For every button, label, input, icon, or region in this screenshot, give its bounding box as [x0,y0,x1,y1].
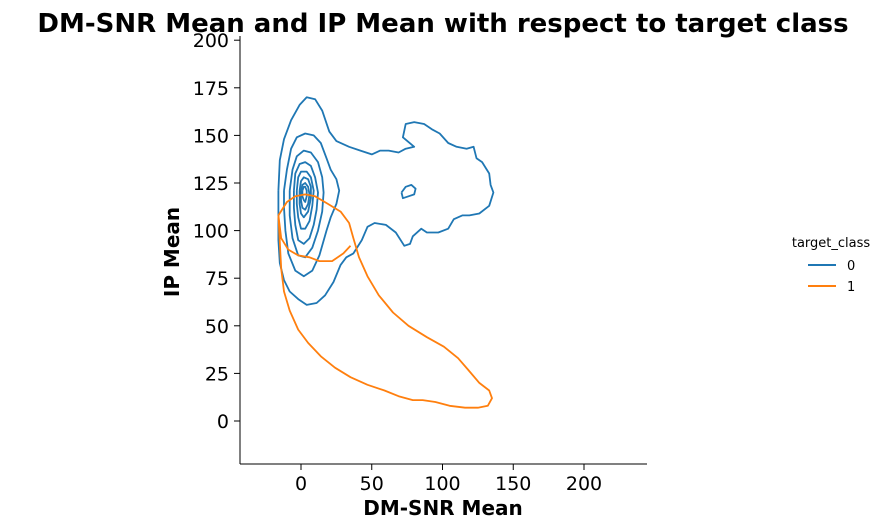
x-tick-label: 200 [566,473,602,495]
x-ticks: 0 50 100 150 200 [295,464,602,495]
contour-class-0-level-4 [295,170,315,230]
contour-class-0-level-2 [288,149,325,259]
legend-label-0: 0 [847,259,855,274]
y-tick-label: 25 [205,363,229,385]
contour-class-1-level-0 [277,193,493,409]
x-tick-label: 50 [360,473,384,495]
legend: target_class 01 [792,236,871,295]
y-tick-label: 75 [205,268,229,290]
chart-title: DM-SNR Mean and IP Mean with respect to … [37,9,848,39]
contour-class-0-level-5 [298,176,312,219]
plot-area: 0 25 50 75 100 125 150 175 200 0 50 100 150 200 [193,30,647,495]
y-ticks: 0 25 50 75 100 125 150 175 200 [193,30,240,433]
y-tick-label: 125 [193,173,229,195]
contour-class-0-level-1 [283,132,341,278]
contour-class-1-level-1 [277,215,352,262]
y-tick-label: 175 [193,78,229,100]
y-tick-label: 0 [217,411,229,433]
y-tick-label: 200 [193,30,229,52]
kde-contours [277,96,495,409]
contour-class-0-level-3 [293,161,319,245]
contour-class-0-level-7 [301,185,308,203]
x-axis-label: DM-SNR Mean [363,496,523,520]
y-tick-label: 50 [205,316,229,338]
x-tick-label: 150 [495,473,531,495]
contour-class-0-level-0 [277,96,495,306]
legend-title: target_class [792,236,871,251]
x-tick-label: 100 [424,473,460,495]
contour-class-0-level-6 [300,182,311,211]
y-tick-label: 150 [193,125,229,147]
contour-class-0-level-8 [400,184,417,200]
legend-label-1: 1 [847,280,855,295]
y-tick-label: 100 [193,221,229,243]
x-tick-label: 0 [295,473,307,495]
legend-entries: 01 [808,259,855,295]
y-axis-label: IP Mean [160,207,184,297]
